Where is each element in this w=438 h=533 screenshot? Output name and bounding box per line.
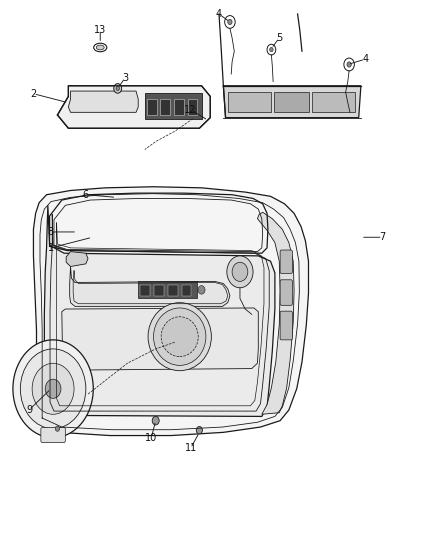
Circle shape [152,416,159,425]
Bar [138,281,197,298]
Text: 9: 9 [26,405,32,415]
Circle shape [232,262,248,281]
Bar [145,93,201,119]
Text: 5: 5 [276,33,283,43]
Text: 8: 8 [48,227,54,237]
Circle shape [196,426,202,434]
Circle shape [198,286,205,294]
FancyBboxPatch shape [312,92,355,112]
Polygon shape [258,212,294,414]
Circle shape [227,256,253,288]
FancyBboxPatch shape [280,280,292,305]
Polygon shape [57,86,210,128]
Bar [140,285,150,296]
Bar [174,99,184,115]
Circle shape [114,84,122,93]
Text: 13: 13 [94,25,106,35]
Circle shape [116,86,120,91]
Text: 4: 4 [362,54,368,64]
FancyBboxPatch shape [41,427,65,442]
Bar [154,285,163,296]
Polygon shape [70,266,230,306]
Ellipse shape [96,45,104,50]
Text: 4: 4 [216,9,222,19]
Circle shape [225,15,235,28]
Text: 11: 11 [184,443,197,453]
Circle shape [228,19,232,25]
Polygon shape [68,91,138,112]
Polygon shape [33,187,308,435]
Bar [187,99,197,115]
Text: 2: 2 [30,88,36,99]
Text: 3: 3 [122,73,128,83]
Bar [168,285,177,296]
Text: 12: 12 [184,104,197,115]
Circle shape [55,426,60,431]
Text: 7: 7 [380,232,386,243]
FancyBboxPatch shape [280,250,292,273]
Polygon shape [66,252,88,266]
Circle shape [45,379,61,398]
Text: 6: 6 [83,190,89,200]
Ellipse shape [153,308,206,366]
Polygon shape [62,308,258,370]
Text: 1: 1 [48,243,54,253]
FancyBboxPatch shape [228,92,271,112]
FancyBboxPatch shape [280,311,292,340]
Circle shape [344,58,354,71]
Circle shape [13,340,93,438]
Circle shape [347,62,351,67]
Text: 10: 10 [145,433,157,443]
Bar [160,99,170,115]
Ellipse shape [148,303,212,370]
Bar [147,99,156,115]
Circle shape [32,364,74,414]
Bar [182,285,191,296]
Polygon shape [223,86,361,118]
Circle shape [267,44,276,55]
FancyBboxPatch shape [274,92,308,112]
Ellipse shape [161,317,198,357]
Circle shape [20,349,86,429]
Polygon shape [44,205,275,416]
Circle shape [270,47,273,52]
Ellipse shape [94,43,107,52]
